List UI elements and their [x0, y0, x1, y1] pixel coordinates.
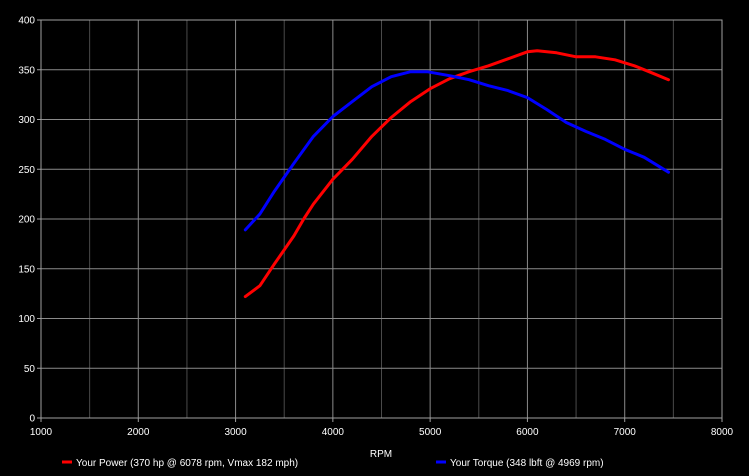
y-tick-label: 350	[18, 65, 35, 76]
y-tick-label: 0	[29, 414, 35, 425]
y-tick-label: 300	[18, 115, 35, 126]
x-tick-label: 7000	[614, 427, 637, 438]
grid	[40, 19, 723, 419]
x-tick-label: 4000	[322, 427, 345, 438]
legend-label-power: Your Power (370 hp @ 6078 rpm, Vmax 182 …	[76, 458, 298, 469]
y-tick-label: 50	[24, 364, 36, 375]
legend: Your Power (370 hp @ 6078 rpm, Vmax 182 …	[62, 458, 604, 469]
y-tick-label: 200	[18, 215, 35, 226]
y-tick-label: 400	[18, 16, 35, 27]
y-tick-label: 250	[18, 165, 35, 176]
legend-label-torque: Your Torque (348 lbft @ 4969 rpm)	[450, 458, 604, 469]
x-tick-label: 6000	[516, 427, 539, 438]
y-tick-label: 100	[18, 314, 35, 325]
x-tick-label: 2000	[127, 427, 150, 438]
x-tick-label: 8000	[711, 427, 734, 438]
y-axis-ticks: 0 50 100 150 200 250 300 350 400	[18, 16, 41, 425]
series-group	[243, 49, 670, 299]
x-tick-label: 5000	[419, 427, 442, 438]
x-axis-ticks: 1000 2000 3000 4000 5000 6000 7000 8000	[30, 418, 734, 438]
power-series-line	[243, 49, 670, 299]
x-axis-label: RPM	[370, 449, 392, 460]
torque-series-line	[243, 70, 670, 232]
x-tick-label: 3000	[224, 427, 247, 438]
x-tick-label: 1000	[30, 427, 53, 438]
y-tick-label: 150	[18, 264, 35, 275]
